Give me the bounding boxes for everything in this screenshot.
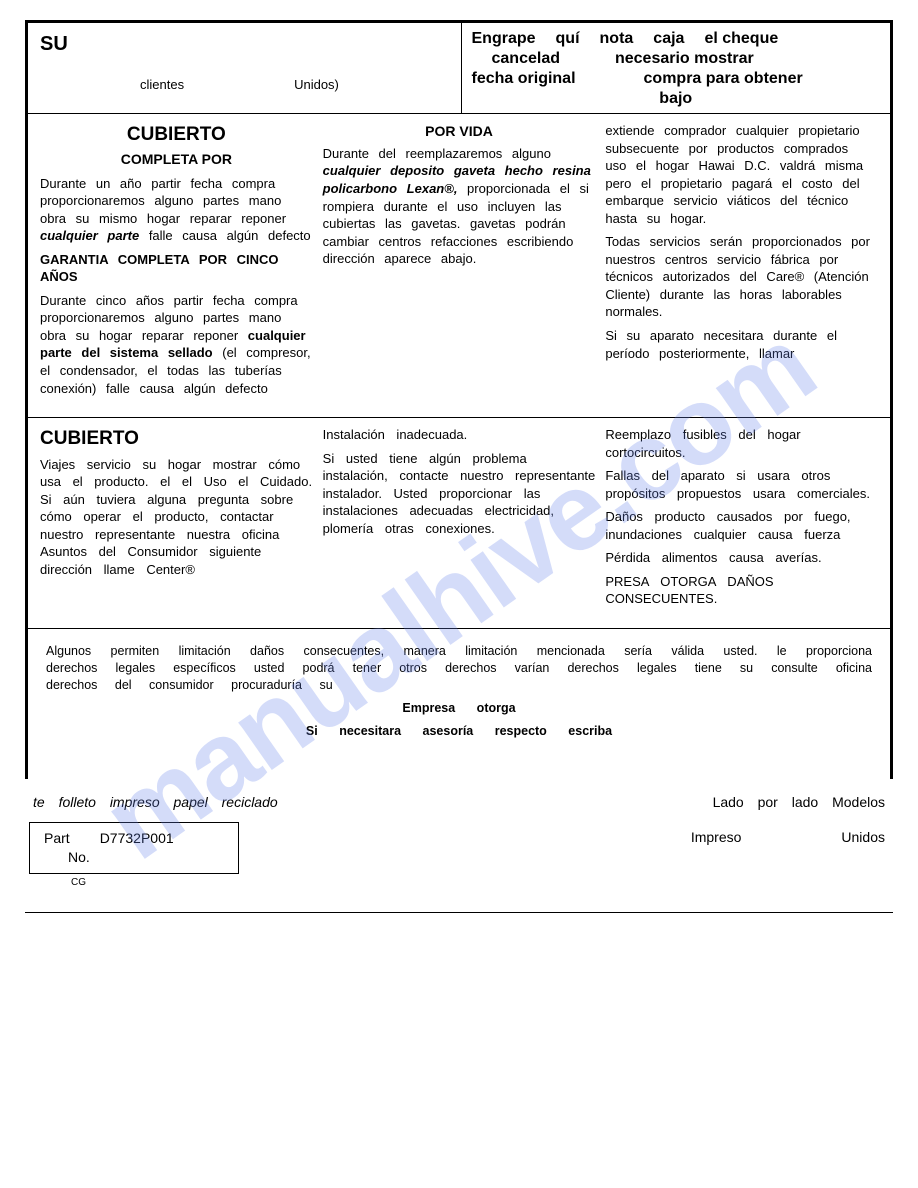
body-text: Todas servicios serán proporcionados por… <box>605 233 878 321</box>
document-frame: SU clientes Unidos) Engrape quí nota caj… <box>25 20 893 779</box>
body-text: Reemplazo fusibles del hogar cortocircui… <box>605 426 878 461</box>
part-no: No. <box>68 849 90 865</box>
footer: te folleto impreso papel reciclado Lado … <box>25 793 893 889</box>
body-text: Viajes servicio su hogar mostrar cómo us… <box>40 456 313 579</box>
cubierto-col2: POR VIDA Durante del reemplazaremos algu… <box>323 122 596 403</box>
hr-word: fecha original <box>472 69 576 89</box>
impreso: Impreso <box>691 828 742 847</box>
header-word: clientes <box>140 76 184 94</box>
nc-col3: Reemplazo fusibles del hogar cortocircui… <box>605 426 878 614</box>
footer-right: Lado por lado Modelos <box>713 793 885 812</box>
hr-word: cancelad <box>492 49 560 69</box>
cubierto-col1: CUBIERTO COMPLETA POR Durante un año par… <box>40 122 313 403</box>
hr-word: caja <box>653 29 684 49</box>
body-text: Durante del reemplazaremos alguno cualqu… <box>323 145 596 268</box>
body-text: Daños producto causados por fuego, inund… <box>605 508 878 543</box>
porvida-title: POR VIDA <box>323 122 596 141</box>
body-text: Si su aparato necesitara durante el perí… <box>605 327 878 362</box>
body-text: Fallas del aparato si usara otros propós… <box>605 467 878 502</box>
hr-word: necesario mostrar <box>615 49 754 69</box>
part-number: D7732P001 <box>100 829 174 848</box>
cubierto-subtitle: COMPLETA POR <box>40 150 313 169</box>
cg-label: CG <box>25 876 239 890</box>
cubierto-title: CUBIERTO <box>40 122 313 148</box>
hr-word: el cheque <box>704 29 778 49</box>
header-right: Engrape quí nota caja el cheque cancelad… <box>462 23 891 113</box>
header-left: SU clientes Unidos) <box>28 23 462 113</box>
cubierto-col3: extiende comprador cualquier propietario… <box>605 122 878 403</box>
legal-center: Si necesitara asesoría respecto escriba <box>46 723 872 740</box>
footer-left: te folleto impreso papel reciclado <box>33 793 278 812</box>
body-text: PRESA OTORGA DAÑOS CONSECUENTES. <box>605 573 878 608</box>
top-header: SU clientes Unidos) Engrape quí nota caj… <box>28 23 890 114</box>
body-text: Durante cinco años partir fecha compra p… <box>40 292 313 397</box>
hr-word: compra para obtener <box>644 69 803 89</box>
legal-center: Empresa otorga <box>46 700 872 717</box>
body-text: extiende comprador cualquier propietario… <box>605 122 878 227</box>
part-label: Part <box>44 829 70 848</box>
body-text: Pérdida alimentos causa averías. <box>605 549 878 567</box>
hr-word: quí <box>556 29 580 49</box>
hr-word: bajo <box>659 89 692 109</box>
unidos: Unidos <box>841 828 885 847</box>
su-title: SU <box>40 31 449 58</box>
cubierto2-title: CUBIERTO <box>40 426 313 452</box>
hr-word: nota <box>600 29 634 49</box>
section-legal: Algunos permiten limitación daños consec… <box>28 629 890 779</box>
legal-text: Algunos permiten limitación daños consec… <box>46 643 872 694</box>
bottom-rule <box>25 912 893 913</box>
section-cubierto: CUBIERTO COMPLETA POR Durante un año par… <box>28 114 890 418</box>
part-box: Part D7732P001 No. <box>29 822 239 874</box>
body-text: Si usted tiene algún problema instalació… <box>323 450 596 538</box>
sub-heading: GARANTIA COMPLETA POR CINCO AÑOS <box>40 251 313 286</box>
body-text: Instalación inadecuada. <box>323 426 596 444</box>
header-word: Unidos) <box>294 76 339 94</box>
hr-word: Engrape <box>472 29 536 49</box>
section-no-cubierto: CUBIERTO Viajes servicio su hogar mostra… <box>28 418 890 629</box>
nc-col1: CUBIERTO Viajes servicio su hogar mostra… <box>40 426 313 614</box>
body-text: Durante un año partir fecha compra propo… <box>40 175 313 245</box>
nc-col2: Instalación inadecuada. Si usted tiene a… <box>323 426 596 614</box>
